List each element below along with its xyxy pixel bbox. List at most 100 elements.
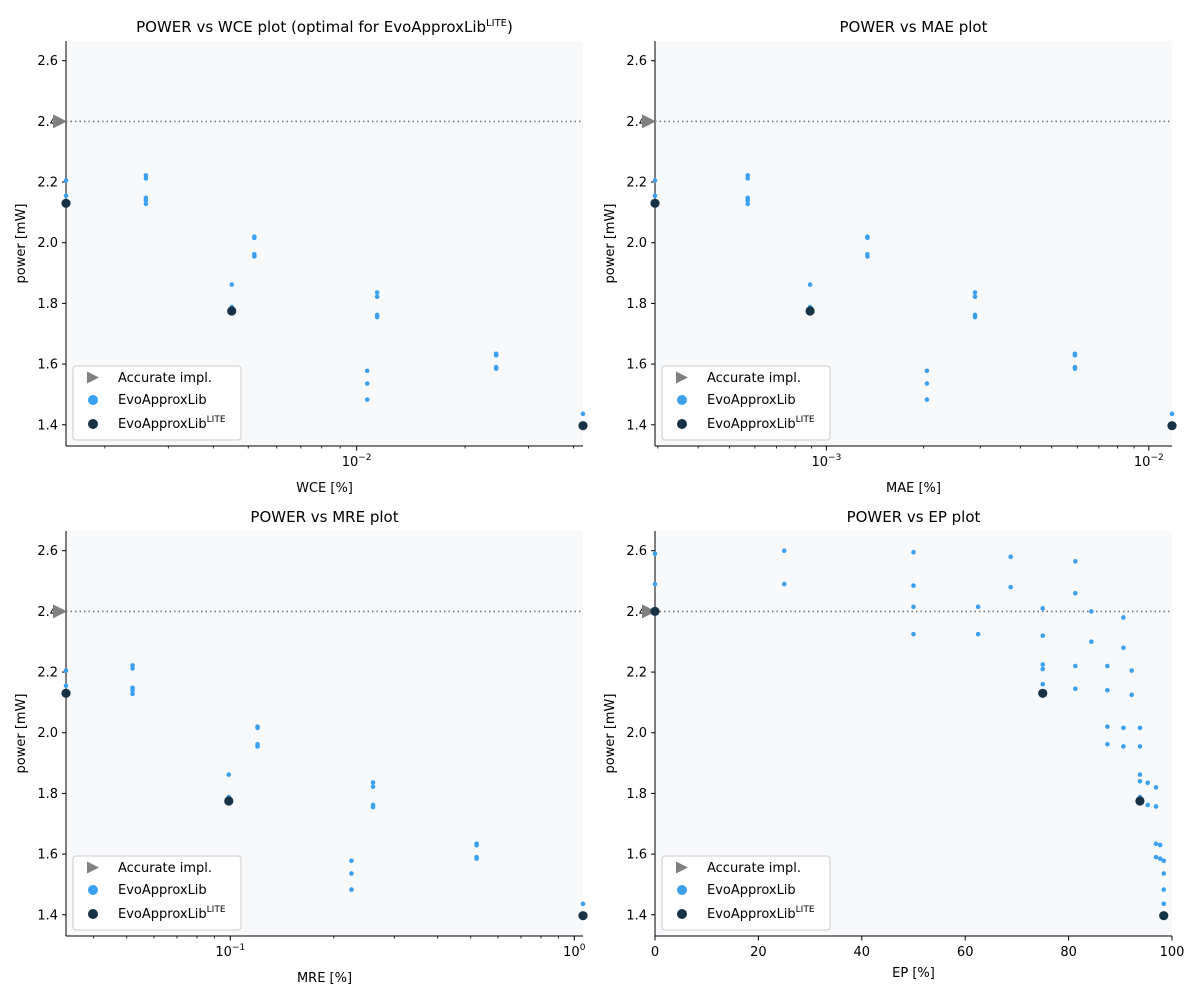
y-tick-label: 1.6 <box>37 848 58 863</box>
data-point-evoapproxlib <box>474 856 479 861</box>
chart-title: POWER vs MAE plot <box>839 18 987 36</box>
legend-accurate-marker <box>676 861 688 874</box>
data-point-evoapproxlib <box>370 784 376 790</box>
legend-evoapproxlib-label: EvoApproxLib <box>707 393 796 408</box>
x-tick-label: 100 <box>563 943 586 960</box>
chart-title-text: POWER vs EP plot <box>847 508 981 526</box>
y-tick-label: 2.4 <box>626 115 647 130</box>
data-point-evoapproxlib <box>1137 744 1143 749</box>
legend-evoapproxlib-marker <box>677 885 687 895</box>
data-point-evoapproxlib <box>580 901 586 907</box>
data-point-evoapproxlib <box>1105 663 1110 669</box>
data-point-evoapproxlib <box>255 725 260 731</box>
data-point-evoapproxlib <box>130 687 135 693</box>
data-point-evoapproxlib <box>1153 804 1159 809</box>
y-tick-label: 2.6 <box>37 544 58 559</box>
data-point-evoapproxlib <box>252 254 257 259</box>
data-point-evoapproxlib <box>1157 842 1163 848</box>
x-tick-exponent: −3 <box>828 453 841 463</box>
data-point-evoapproxlib <box>370 804 376 810</box>
legend-evoapproxlib-marker <box>88 885 98 895</box>
y-tick-label: 1.8 <box>626 297 647 312</box>
data-point-evoapproxlib-lite <box>61 198 71 208</box>
data-point-evoapproxlib <box>1040 681 1046 687</box>
data-point-evoapproxlib <box>1105 741 1110 747</box>
y-tick-label: 2.6 <box>37 54 58 69</box>
x-tick-label: 0 <box>651 945 659 960</box>
data-point-evoapproxlib <box>349 871 354 876</box>
data-point-evoapproxlib <box>1121 744 1126 749</box>
x-tick-label: 10−3 <box>811 453 841 470</box>
legend-box <box>661 365 831 441</box>
data-point-evoapproxlib <box>493 366 499 371</box>
data-point-evoapproxlib <box>1161 887 1167 892</box>
chart-title-superscript: LITE <box>486 18 507 29</box>
x-tick-base: 10 <box>811 455 828 470</box>
data-point-evoapproxlib <box>63 178 69 183</box>
data-point-evoapproxlib-lite <box>650 198 660 208</box>
data-point-evoapproxlib <box>1121 725 1126 731</box>
legend-evoapproxlib-marker <box>677 395 687 405</box>
y-tick-label: 1.4 <box>626 908 647 923</box>
data-point-evoapproxlib <box>1161 871 1167 876</box>
data-point-evoapproxlib <box>924 397 930 402</box>
x-tick-label: 10−1 <box>215 943 245 960</box>
data-point-evoapproxlib-lite <box>805 306 815 316</box>
x-tick-label: 60 <box>957 945 974 960</box>
x-axis-label: EP [%] <box>892 966 935 981</box>
accurate-marker <box>53 604 67 619</box>
data-point-evoapproxlib <box>807 282 813 287</box>
legend-lite-label: EvoApproxLibLITE <box>707 415 815 432</box>
data-point-evoapproxlib-lite <box>1167 421 1177 431</box>
legend-lite-marker <box>677 419 687 429</box>
chart-title: POWER vs MRE plot <box>250 508 398 526</box>
data-point-evoapproxlib <box>652 551 658 557</box>
data-point-evoapproxlib <box>745 197 751 203</box>
y-tick-label: 2.0 <box>37 726 58 741</box>
data-point-evoapproxlib <box>911 604 916 610</box>
data-point-evoapproxlib <box>370 780 376 785</box>
legend-accurate-marker <box>87 371 99 384</box>
x-axis-label: MRE [%] <box>297 971 352 986</box>
y-tick-label: 1.4 <box>37 908 58 923</box>
legend: Accurate impl.EvoApproxLibEvoApproxLibLI… <box>72 855 242 931</box>
data-point-evoapproxlib <box>1137 772 1143 777</box>
legend-lite-superscript: LITE <box>796 905 815 915</box>
data-point-evoapproxlib <box>474 842 479 848</box>
x-tick-exponent: −2 <box>1150 453 1163 463</box>
data-point-evoapproxlib <box>1145 780 1151 786</box>
y-tick-label: 2.6 <box>626 544 647 559</box>
data-point-evoapproxlib <box>1040 606 1046 611</box>
x-tick-exponent: −2 <box>358 453 371 463</box>
chart-title-text: POWER vs WCE plot (optimal for EvoApprox… <box>136 18 486 36</box>
data-point-evoapproxlib <box>493 352 499 358</box>
y-tick-label: 2.4 <box>37 605 58 620</box>
y-tick-label: 2.6 <box>626 54 647 69</box>
data-point-evoapproxlib <box>865 254 870 259</box>
data-point-evoapproxlib-lite <box>1135 796 1145 806</box>
data-point-evoapproxlib <box>652 581 658 587</box>
y-axis-label: power [mW] <box>14 694 29 774</box>
x-tick-base: 10 <box>342 455 359 470</box>
data-point-evoapproxlib <box>226 772 232 777</box>
data-point-evoapproxlib <box>374 294 380 300</box>
data-point-evoapproxlib <box>1153 841 1159 847</box>
data-point-evoapproxlib <box>1105 724 1110 729</box>
x-axis-label: MAE [%] <box>886 481 941 496</box>
x-tick-label: 80 <box>1060 945 1077 960</box>
data-point-evoapproxlib <box>1169 411 1175 417</box>
data-point-evoapproxlib <box>911 583 916 588</box>
data-point-evoapproxlib-lite <box>578 421 588 431</box>
y-tick-label: 2.2 <box>37 666 58 681</box>
x-tick-exponent: 0 <box>580 943 586 953</box>
legend-accurate-label: Accurate impl. <box>707 861 801 876</box>
data-point-evoapproxlib <box>1073 559 1078 564</box>
data-point-evoapproxlib-lite <box>650 606 660 616</box>
data-point-evoapproxlib <box>1137 778 1143 784</box>
legend-accurate-marker <box>87 861 99 874</box>
legend-lite-label: EvoApproxLibLITE <box>707 905 815 922</box>
data-point-evoapproxlib <box>975 631 981 637</box>
data-point-evoapproxlib <box>1129 668 1134 673</box>
data-point-evoapproxlib <box>1121 615 1126 620</box>
legend: Accurate impl.EvoApproxLibEvoApproxLibLI… <box>72 365 242 441</box>
